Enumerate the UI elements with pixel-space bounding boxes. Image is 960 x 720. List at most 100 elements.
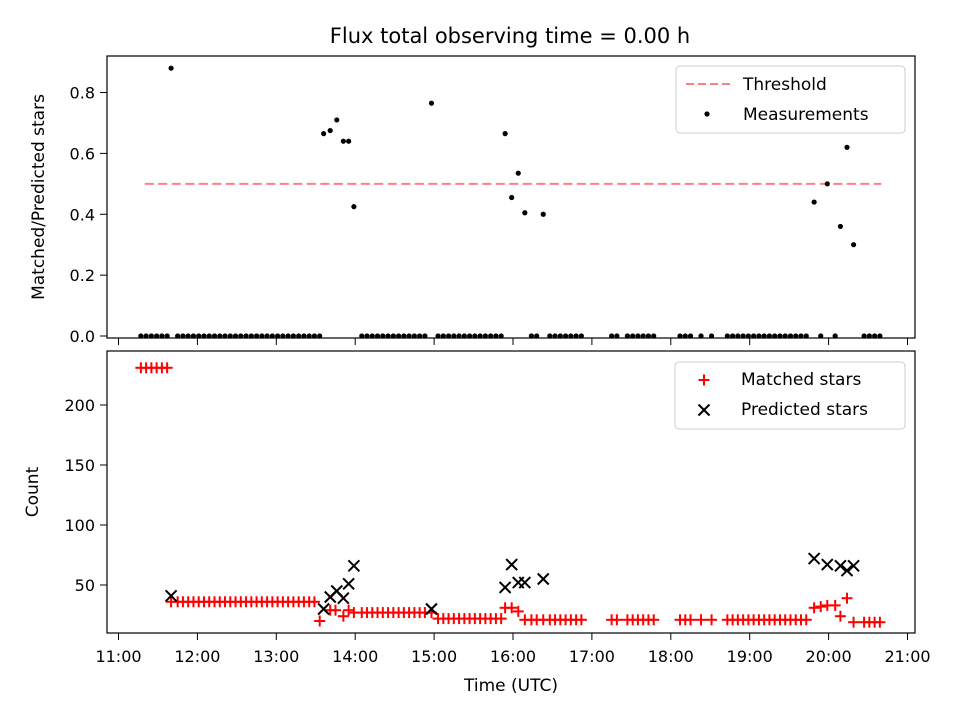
ratio-y-tick-label: 0.2 (70, 266, 95, 285)
measurement-point (477, 333, 483, 339)
chart-title: Flux total observing time = 0.00 h (330, 24, 690, 48)
count-y-tick-label: 50 (75, 576, 95, 595)
measurement-point (340, 138, 346, 144)
measurement-point (417, 333, 423, 339)
measurement-point (232, 333, 239, 339)
predicted-star-point (821, 558, 834, 571)
measurement-point (196, 333, 202, 339)
measurement-point (472, 333, 478, 339)
measurement-point (253, 333, 260, 339)
count-legend-box (674, 361, 906, 430)
count-y-tick-label: 150 (64, 456, 95, 475)
measurement-point (411, 333, 417, 339)
predicted-star-point (342, 577, 355, 591)
predicted-star-point (847, 559, 860, 573)
measurement-point (818, 333, 824, 339)
ratio-x-ticks (118, 338, 908, 345)
measurement-point (850, 242, 857, 248)
measurements-points (138, 65, 883, 339)
legend-plus-marker (698, 374, 710, 386)
ratio-y-tick-label: 0.8 (70, 84, 95, 103)
measurement-point (143, 333, 149, 339)
measurement-point (640, 333, 646, 339)
measurement-point (777, 333, 783, 339)
measurement-point (552, 333, 558, 339)
measurement-point (422, 333, 428, 339)
matched-star-point (815, 601, 827, 613)
ratio-panel: 0.00.20.40.60.8 Matched/Predicted stars … (29, 55, 916, 346)
measurement-point (248, 333, 254, 339)
predicted-star-point (505, 558, 518, 571)
measurement-point (364, 333, 370, 339)
measurement-point (380, 333, 386, 339)
matched-star-point (829, 599, 841, 611)
measurement-point (861, 333, 867, 339)
measurement-point (498, 333, 504, 339)
measurement-point (687, 333, 694, 339)
matched-star-point (648, 614, 660, 626)
measurement-point (761, 333, 767, 339)
measurement-point (844, 144, 850, 150)
measurement-point (756, 333, 762, 339)
measurement-point (793, 333, 799, 339)
measurement-point (301, 333, 307, 339)
matched-star-point (706, 614, 718, 626)
matched-star-point (800, 614, 812, 626)
legend-x-marker (697, 403, 711, 417)
measurement-point (456, 333, 462, 339)
measurement-point (428, 100, 435, 106)
count-x-tick-label: 16:00 (490, 647, 536, 666)
matched-star-point (512, 605, 524, 617)
measurement-point (359, 333, 365, 339)
measurement-point (609, 333, 615, 339)
measurement-point (782, 333, 788, 339)
matched-star-point (329, 604, 341, 616)
measurement-point (185, 333, 191, 339)
measurement-point (568, 333, 574, 339)
matched-star-point (695, 614, 707, 626)
measurement-point (406, 333, 412, 339)
matched-star-point (808, 602, 820, 614)
count-x-tick-label: 19:00 (727, 647, 773, 666)
measurement-point (440, 333, 446, 339)
matched-star-point (495, 613, 507, 625)
matched-star-point (161, 362, 173, 374)
measurement-point (306, 333, 312, 339)
measurement-point (866, 333, 872, 339)
count-x-tick-label: 17:00 (569, 647, 615, 666)
ratio-y-tick-label: 0.6 (70, 144, 95, 163)
measurement-point (645, 333, 652, 339)
measurement-point (296, 333, 302, 339)
measurement-point (311, 333, 318, 339)
measurement-point (374, 333, 381, 339)
measurement-point (798, 333, 804, 339)
measurement-point (766, 333, 773, 339)
measurement-point (751, 333, 757, 339)
ratio-y-axis-label: Matched/Predicted stars (29, 94, 49, 300)
predicted-star-point (518, 576, 532, 589)
measurement-point (482, 333, 488, 339)
matched-star-point (841, 592, 853, 604)
ratio-y-ticks: 0.0 0.2 0.4 0.6 0.8 (70, 84, 107, 346)
measurement-point (317, 333, 323, 339)
matched-star-point (575, 614, 587, 626)
predicted-star-point (317, 602, 330, 616)
predicted-star-point (834, 559, 847, 573)
measurement-point (677, 333, 683, 339)
measurement-point (563, 333, 569, 339)
measurement-point (164, 333, 170, 339)
ratio-legend-box (675, 65, 906, 134)
count-points (135, 362, 886, 628)
measurement-point (682, 333, 688, 339)
measurement-point (290, 333, 296, 339)
measurement-point (724, 333, 730, 339)
measurement-point (227, 333, 233, 339)
measurement-point (745, 333, 751, 339)
measurement-point (811, 199, 817, 205)
count-x-tick-label: 18:00 (648, 647, 694, 666)
measurement-point (401, 333, 407, 339)
measurement-point (578, 333, 584, 339)
measurement-point (502, 131, 508, 137)
measurement-point (369, 333, 375, 339)
matched-star-point (314, 615, 326, 627)
